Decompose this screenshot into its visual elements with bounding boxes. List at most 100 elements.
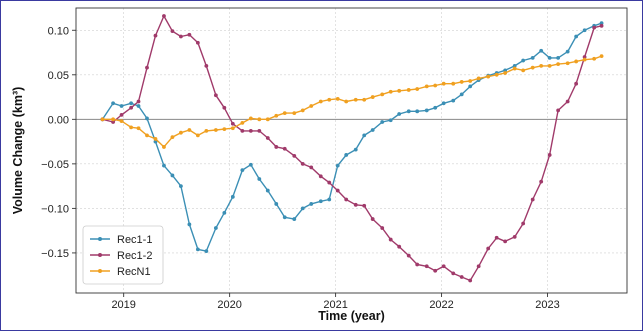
data-point — [119, 112, 124, 117]
data-point — [565, 99, 570, 104]
y-tick-label: 0.05 — [48, 70, 69, 82]
data-point — [574, 81, 579, 86]
data-point — [441, 81, 446, 86]
legend-swatch-marker — [98, 237, 102, 241]
data-point — [136, 104, 141, 108]
data-point — [179, 184, 183, 189]
data-point — [362, 97, 367, 102]
data-point — [415, 87, 420, 91]
data-point — [119, 104, 124, 108]
data-point — [257, 117, 262, 122]
data-point — [468, 278, 473, 283]
data-point — [547, 63, 552, 68]
data-point — [459, 275, 464, 279]
data-point — [136, 126, 141, 131]
data-point — [153, 33, 158, 38]
data-point — [119, 119, 124, 124]
data-point — [370, 217, 375, 221]
data-point — [344, 99, 349, 104]
data-point — [153, 137, 158, 141]
data-point — [503, 71, 508, 75]
data-point — [459, 92, 464, 97]
data-point — [556, 62, 561, 67]
data-point — [257, 177, 262, 181]
data-point — [370, 128, 375, 132]
x-axis-ticks: 2019 2020 2021 2022 2023 — [111, 293, 560, 311]
data-point — [100, 117, 105, 122]
data-point — [503, 68, 508, 73]
data-point — [170, 135, 175, 140]
data-point — [521, 221, 526, 226]
data-point — [162, 145, 166, 149]
data-point — [318, 199, 323, 204]
data-point — [265, 136, 270, 140]
data-point — [441, 101, 446, 106]
data-point — [530, 65, 535, 70]
data-point — [222, 127, 227, 132]
x-tick-label: 2022 — [429, 299, 453, 311]
data-point — [539, 63, 544, 68]
data-point — [380, 120, 385, 124]
data-point — [327, 197, 332, 202]
data-point — [282, 111, 287, 115]
data-point — [248, 129, 253, 133]
data-point — [486, 74, 491, 79]
data-point — [187, 32, 192, 37]
data-point — [129, 105, 134, 110]
data-point — [521, 58, 526, 63]
data-point — [222, 105, 227, 110]
data-point — [136, 99, 141, 104]
legend: Rec1-1 Rec1-2 RecN1 — [82, 225, 164, 285]
data-point — [397, 88, 402, 93]
data-point — [424, 108, 429, 113]
data-point — [179, 34, 183, 39]
data-point — [292, 153, 297, 158]
data-point — [582, 57, 587, 62]
plot-border — [75, 7, 628, 294]
data-point — [111, 120, 115, 124]
data-point — [592, 25, 597, 30]
data-point — [222, 210, 227, 215]
data-point — [111, 117, 115, 122]
data-point — [170, 29, 175, 34]
data-point — [512, 63, 517, 68]
data-point — [300, 206, 305, 211]
data-point — [565, 49, 570, 54]
data-point — [162, 163, 166, 168]
data-point — [300, 161, 305, 166]
data-point — [240, 168, 245, 172]
legend-entry-label: Rec1-2 — [117, 250, 152, 262]
data-point — [145, 116, 149, 121]
data-point — [213, 128, 218, 132]
legend-swatch-marker — [98, 253, 102, 257]
series-rec1-2 — [100, 14, 604, 283]
data-point — [599, 54, 604, 58]
data-point — [362, 203, 367, 208]
data-point — [230, 126, 235, 131]
data-point — [433, 105, 438, 110]
data-point — [145, 133, 149, 138]
data-point — [388, 89, 393, 94]
data-point — [274, 202, 279, 206]
data-point — [111, 101, 115, 106]
data-point — [274, 145, 279, 149]
data-point — [486, 246, 491, 251]
data-point — [451, 271, 456, 276]
data-point — [397, 244, 402, 249]
data-point — [539, 179, 544, 184]
data-point — [195, 133, 200, 138]
data-point — [344, 197, 349, 202]
data-point — [187, 128, 192, 132]
data-point — [388, 118, 393, 123]
data-point — [494, 235, 499, 240]
series-line — [102, 15, 602, 282]
data-point — [362, 133, 367, 138]
y-tick-label: 0.00 — [48, 114, 69, 126]
data-point — [282, 215, 287, 220]
y-tick-label: −0.15 — [41, 248, 69, 260]
data-point — [240, 129, 245, 133]
data-point — [451, 81, 456, 86]
data-point — [433, 83, 438, 88]
x-tick-label: 2021 — [323, 299, 347, 311]
